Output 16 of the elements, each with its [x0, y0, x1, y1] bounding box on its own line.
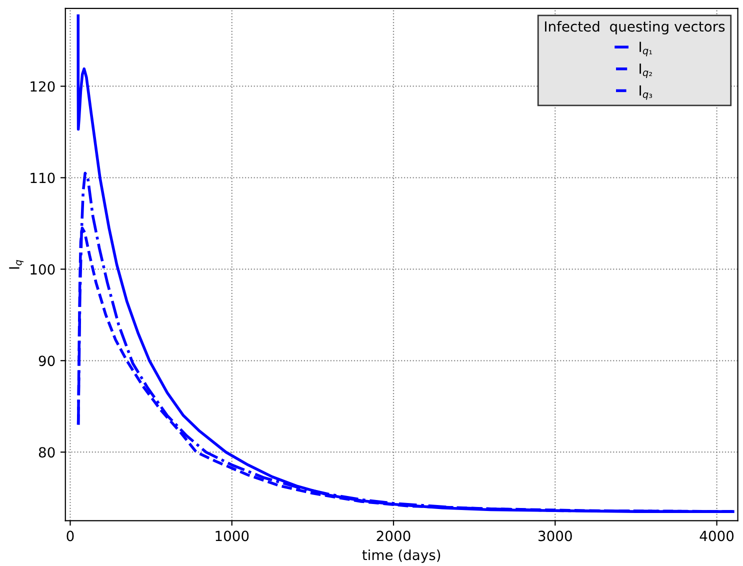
x-tick-label: 3000: [538, 530, 572, 542]
legend-title: Infected questing vectors: [545, 20, 725, 34]
y-tick-label: 90: [38, 356, 55, 366]
legend-label: I$_{q₁}$: [640, 42, 652, 56]
y-tick-label: 100: [30, 264, 55, 275]
x-tick-label: 1000: [216, 530, 249, 542]
y-tick-label: 110: [30, 172, 55, 184]
x-axis-title: time (days): [362, 549, 440, 563]
legend-label: I$_{q₂}$: [640, 64, 652, 78]
y-tick-label: 80: [38, 447, 55, 458]
y-axis-title: I$_{q}$: [9, 260, 24, 269]
y-tick-label: 120: [30, 81, 55, 92]
x-tick-label: 2000: [376, 530, 410, 542]
legend-label: I$_{q₃}$: [640, 85, 652, 100]
x-tick-label: 4000: [700, 530, 734, 542]
x-tick-label: 0: [66, 530, 74, 542]
